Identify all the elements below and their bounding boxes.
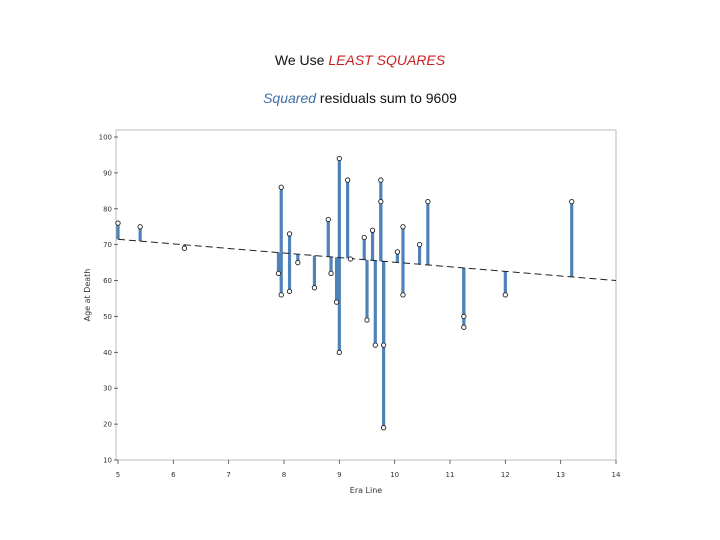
- x-tick-label-3: 8: [282, 471, 286, 479]
- y-axis-label: Age at Death: [83, 269, 92, 322]
- data-point-8: [295, 259, 301, 266]
- x-tick-label-7: 12: [501, 471, 510, 479]
- x-axis-ticks: 5 6 7 8 9 10 11 12 13 14: [116, 460, 621, 479]
- data-point-5: [278, 292, 284, 298]
- data-point-28: [416, 242, 423, 248]
- data-point-23: [380, 342, 387, 348]
- x-tick-label-0: 5: [116, 471, 120, 479]
- y-axis-ticks: 10 20 30 40 50 60 70 80 90 100: [99, 134, 118, 465]
- plot-frame: [115, 129, 617, 461]
- data-points: [115, 155, 575, 431]
- slide-title: We Use LEAST SQUARES: [0, 52, 720, 68]
- data-point-9: [311, 285, 318, 291]
- data-point-3: [275, 270, 282, 277]
- data-point-12: [333, 299, 340, 305]
- y-tick-label-6: 70: [103, 241, 112, 249]
- regression-line: [117, 238, 617, 282]
- y-tick-label-4: 50: [103, 313, 112, 321]
- data-point-26: [400, 224, 406, 230]
- data-point-13: [336, 155, 342, 162]
- data-point-15: [344, 177, 351, 183]
- data-point-7: [286, 288, 293, 294]
- y-tick-label-8: 90: [103, 169, 112, 177]
- title-prefix: We Use: [274, 52, 329, 68]
- data-point-2: [181, 245, 188, 251]
- data-point-18: [364, 317, 370, 323]
- title-highlight: LEAST SQUARES: [328, 52, 446, 68]
- data-point-10: [325, 216, 331, 223]
- y-tick-label-9: 100: [99, 134, 112, 142]
- subtitle-middle: residuals sum to: [316, 90, 426, 106]
- y-tick-label-3: 40: [103, 349, 112, 357]
- x-tick-label-1: 6: [171, 471, 176, 479]
- x-tick-label-2: 7: [226, 471, 230, 479]
- x-tick-label-6: 11: [446, 471, 455, 479]
- y-tick-label-5: 60: [103, 277, 112, 285]
- y-tick-label-7: 80: [103, 205, 112, 213]
- data-point-25: [394, 249, 401, 255]
- data-point-6: [286, 231, 293, 237]
- data-point-33: [569, 198, 575, 205]
- y-tick-label-2: 30: [103, 385, 112, 393]
- data-point-31: [461, 324, 467, 330]
- data-point-1: [137, 224, 143, 230]
- subtitle-value: 9609: [425, 90, 457, 106]
- data-point-27: [400, 292, 406, 298]
- data-point-24: [380, 425, 387, 431]
- data-point-11: [328, 270, 334, 277]
- x-tick-label-8: 13: [556, 471, 565, 479]
- x-tick-label-4: 9: [337, 471, 341, 479]
- data-point-4: [278, 184, 284, 190]
- data-point-21: [378, 177, 384, 183]
- x-tick-label-5: 10: [390, 471, 399, 479]
- y-tick-label-0: 10: [103, 457, 112, 465]
- data-point-14: [336, 349, 342, 355]
- data-point-16: [347, 256, 354, 262]
- x-tick-label-9: 14: [612, 471, 621, 479]
- slide-subtitle: Squared residuals sum to 9609: [0, 90, 720, 106]
- data-point-19: [369, 227, 376, 233]
- subtitle-highlight: Squared: [263, 90, 317, 106]
- data-point-22: [378, 198, 384, 205]
- data-point-20: [372, 342, 378, 348]
- y-tick-label-1: 20: [103, 421, 112, 429]
- x-axis-label: Era Line: [350, 486, 383, 495]
- data-point-30: [461, 313, 467, 320]
- regression-line-group: [117, 238, 617, 282]
- data-point-29: [425, 198, 431, 205]
- data-point-0: [115, 220, 121, 226]
- data-point-17: [361, 234, 367, 241]
- data-point-32: [502, 292, 508, 298]
